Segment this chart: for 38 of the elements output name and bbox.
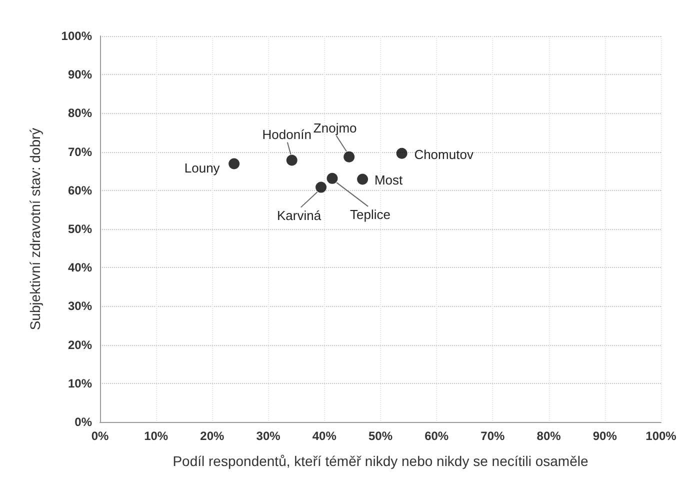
point: [228, 158, 240, 170]
point: [326, 172, 338, 184]
x-tick-label: 50%: [368, 429, 393, 443]
annotation: Hodonín: [262, 126, 312, 142]
y-axis-title: Subjektivní zdravotní stav: dobrý: [27, 128, 43, 330]
y-tick-label: 100%: [61, 29, 92, 43]
y-tick-label: 40%: [68, 260, 92, 275]
point: [357, 174, 368, 185]
x-tick-label: 40%: [312, 429, 337, 443]
y-tick-label: 60%: [68, 183, 92, 198]
y-tick-label: 50%: [68, 222, 92, 236]
y-tick-label: 30%: [68, 299, 92, 314]
annotation: Teplice: [350, 206, 390, 222]
y-tick-label: 10%: [68, 376, 92, 390]
x-tick-label: 70%: [480, 429, 506, 443]
x-tick-label: 100%: [646, 429, 677, 443]
annotation: Chomutov: [414, 146, 474, 162]
x-tick-label: 20%: [200, 429, 225, 443]
x-tick-label: 60%: [424, 429, 449, 443]
annotation: Karviná: [276, 208, 322, 223]
x-tick-label: 0%: [91, 429, 109, 443]
annotation: Louny: [184, 160, 220, 176]
x-tick-label: 80%: [536, 429, 562, 443]
x-axis-title: Podíl respondentů, kteří téměř nikdy nebo nikdy se necítili osaměle: [172, 453, 588, 469]
x-tick-label: 30%: [256, 429, 281, 443]
point: [286, 154, 298, 166]
y-tick-label: 70%: [68, 144, 92, 159]
annotation: Most: [374, 172, 404, 188]
point: [396, 148, 408, 159]
y-tick-label: 80%: [68, 106, 92, 120]
point: [316, 182, 327, 193]
y-tick-label: 90%: [68, 68, 92, 82]
y-tick-label: 20%: [68, 338, 92, 352]
x-tick-label: 10%: [144, 429, 168, 443]
point: [344, 151, 355, 162]
annotation: Znojmo: [313, 120, 357, 136]
x-tick-label: 90%: [592, 429, 618, 443]
y-tick-label: 0%: [74, 415, 92, 429]
